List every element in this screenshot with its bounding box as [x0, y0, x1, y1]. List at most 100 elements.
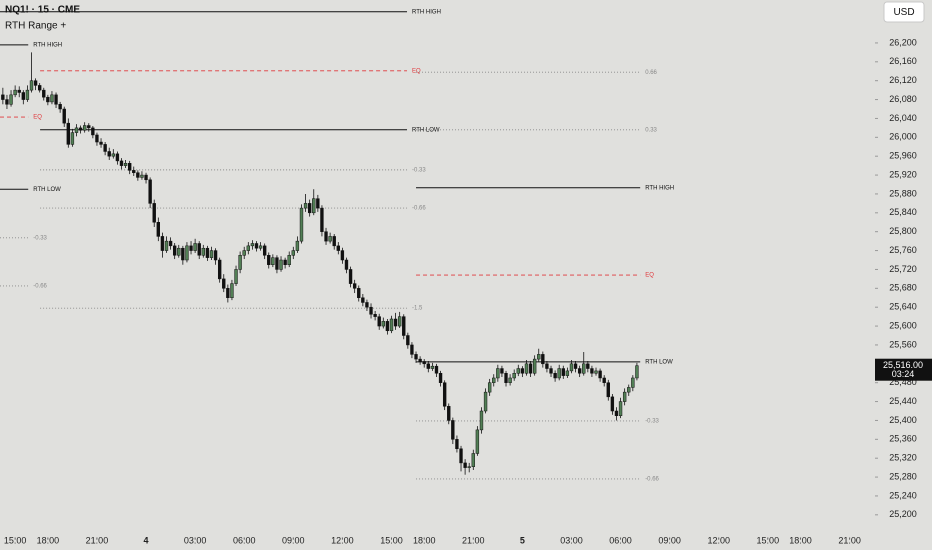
x-tick-label: 15:00	[4, 535, 27, 545]
candle-body	[340, 250, 345, 261]
y-tick-label: 25,760	[889, 245, 917, 255]
candle-body	[197, 243, 201, 256]
candle-body	[537, 354, 541, 360]
candle-body	[291, 250, 295, 256]
candle-body	[520, 368, 525, 374]
candle-body	[549, 368, 553, 374]
candle-body	[168, 240, 173, 247]
candle-body	[226, 288, 230, 299]
candle-body	[295, 240, 300, 251]
level-label: 0.33	[645, 127, 657, 133]
candle-body	[111, 153, 115, 157]
y-tick-label: 25,480	[889, 377, 917, 387]
y-tick-label: 25,640	[889, 302, 917, 312]
x-tick-label: 21:00	[838, 535, 861, 545]
x-tick-label: 06:00	[233, 535, 256, 545]
candle-body	[328, 236, 332, 242]
x-tick-label: 06:00	[609, 535, 632, 545]
candle-body	[373, 314, 377, 317]
candle-body	[422, 361, 426, 365]
candle-body	[483, 391, 488, 412]
level-label: -0.66	[33, 284, 47, 290]
y-tick-label: 25,280	[889, 471, 917, 481]
y-tick-label: 25,240	[889, 490, 917, 500]
level-label: 0.66	[645, 70, 657, 76]
candle-body	[242, 250, 246, 256]
axes: 25,200 25,240 25,280 25,320 25,360 25,400 25,4…	[4, 37, 932, 545]
candle-body	[508, 377, 512, 383]
candle-body	[381, 321, 385, 327]
x-tick-label: 12:00	[331, 535, 354, 545]
candle-body	[275, 257, 279, 270]
candle-body	[312, 198, 316, 214]
candle-body	[410, 344, 414, 355]
candle-body	[58, 104, 62, 110]
symbol-title: NQ1! · 15 · CME	[5, 5, 80, 16]
candle-body	[254, 243, 259, 249]
y-tick-label: 26,080	[889, 94, 917, 104]
y-tick-label: 25,800	[889, 226, 917, 236]
candle-body	[37, 85, 42, 91]
candle-body	[475, 429, 480, 454]
candle-body	[119, 160, 124, 166]
candle-body	[103, 144, 107, 152]
candle-body	[91, 127, 95, 136]
candle-body	[389, 318, 394, 332]
currency-button[interactable]	[883, 1, 925, 23]
candle-body	[594, 370, 598, 374]
candle-body	[459, 448, 463, 464]
candle-body	[185, 245, 189, 261]
candle-body	[614, 410, 619, 416]
y-tick-label: 25,680	[889, 283, 917, 293]
y-tick-label: 26,000	[889, 132, 917, 142]
candle-body	[606, 382, 610, 398]
candle-body	[532, 358, 537, 374]
candle-body	[463, 462, 467, 468]
candle-body	[492, 377, 496, 383]
candle-body	[213, 250, 218, 261]
x-tick-label: 18:00	[37, 535, 60, 545]
candle-body	[148, 179, 152, 204]
candle-body	[393, 318, 398, 327]
candle-body	[279, 259, 283, 270]
y-tick-label: 25,960	[889, 151, 917, 161]
y-tick-label: 25,320	[889, 453, 917, 463]
candle-body	[54, 94, 58, 105]
candle-body	[385, 321, 390, 332]
candle-body	[5, 99, 9, 105]
candle-body	[74, 127, 79, 133]
candle-body	[545, 363, 549, 369]
candle-body	[9, 94, 13, 105]
candle-body	[496, 368, 500, 379]
level-label: RTH LOW	[33, 187, 61, 193]
candle-body	[164, 240, 169, 251]
candle-body	[397, 316, 402, 327]
candle-body	[46, 96, 50, 103]
candle-body	[430, 365, 435, 369]
candle-body	[115, 153, 120, 162]
candle-body	[21, 92, 25, 100]
candle-body	[479, 410, 484, 431]
currency-label[interactable]: USD	[893, 7, 914, 18]
candle-body	[348, 269, 353, 284]
x-tick-label: 09:00	[282, 535, 305, 545]
candle-body	[365, 302, 369, 308]
candle-body	[426, 363, 430, 369]
candle-body	[1, 94, 5, 100]
price-tag	[875, 358, 932, 381]
candle-body	[577, 368, 582, 374]
candle-body	[569, 363, 574, 372]
y-tick-label: 26,040	[889, 113, 917, 123]
x-tick-label: 15:00	[380, 535, 403, 545]
candle-body	[70, 132, 75, 145]
candle-body	[553, 373, 557, 379]
candle-body	[316, 198, 320, 209]
x-tick-label: 09:00	[658, 535, 681, 545]
x-tick-label: 15:00	[757, 535, 780, 545]
candle-body	[586, 363, 590, 369]
candle-body	[246, 245, 250, 251]
candle-body	[324, 231, 328, 242]
candle-body	[287, 255, 291, 265]
level-label: RTH HIGH	[412, 9, 441, 15]
candle-body	[25, 89, 30, 100]
